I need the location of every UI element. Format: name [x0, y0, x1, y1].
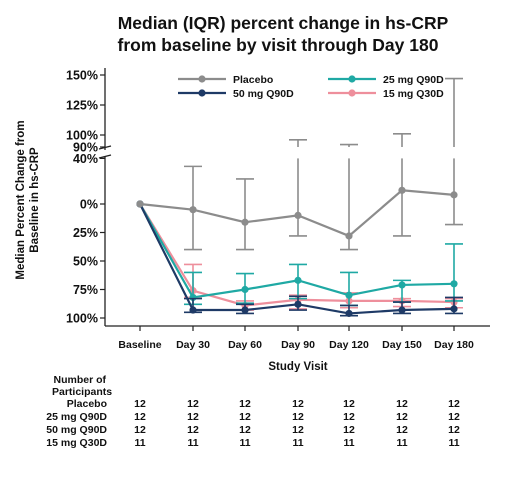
participants-cell: 12	[343, 411, 355, 423]
participants-cell: 12	[239, 398, 251, 410]
50-mg-q90d-point	[189, 306, 197, 314]
participants-cell: 11	[187, 437, 199, 449]
legend-25-mg-q90d-label: 25 mg Q90D	[383, 74, 444, 86]
legend-15-mg-q30d-marker	[348, 89, 356, 97]
legend-25-mg-q90d-marker	[348, 75, 356, 83]
x-axis-label: Study Visit	[268, 361, 327, 372]
y-tick-label: 150%	[66, 69, 98, 83]
chart-title: Median (IQR) percent change in hs-CRP fr…	[0, 12, 521, 56]
participants-cell: 12	[187, 411, 199, 423]
participants-cell: 12	[134, 411, 146, 423]
participants-cell: 12	[134, 424, 146, 436]
participants-cell: 12	[292, 398, 304, 410]
y-tick-label: 40%	[73, 152, 98, 166]
participants-cell: 12	[239, 411, 251, 423]
y-tick-label: 50%	[73, 255, 98, 269]
y-tick-label: 90%	[73, 141, 98, 155]
participants-cell: 12	[134, 398, 146, 410]
participants-cell: 12	[396, 398, 408, 410]
participants-cell: 11	[292, 437, 304, 449]
participants-cell: 12	[292, 411, 304, 423]
participants-cell: 12	[343, 424, 355, 436]
participants-cell: 12	[187, 424, 199, 436]
placebo-point	[450, 191, 458, 199]
placebo-point	[398, 186, 406, 194]
y-tick-label: 125%	[66, 99, 98, 113]
y-tick-label: 100%	[66, 129, 98, 143]
participants-cell: 11	[134, 437, 146, 449]
participants-cell: 11	[239, 437, 251, 449]
25-mg-q90d-point	[241, 285, 249, 294]
participants-header-line-1: Number of	[53, 374, 107, 386]
participants-cell: 11	[396, 437, 408, 449]
placebo-point	[294, 211, 302, 219]
50-mg-q90d-point	[294, 300, 302, 308]
y-tick-label: 100%	[66, 312, 98, 326]
participants-cell: 11	[448, 437, 460, 449]
placebo-point	[345, 232, 353, 240]
participants-cell: 12	[448, 398, 460, 410]
participants-row-label: 50 mg Q90D	[46, 424, 107, 436]
x-tick-label: Day 180	[434, 339, 474, 351]
25-mg-q90d-point	[345, 291, 353, 299]
x-tick-label: Baseline	[118, 339, 161, 351]
15-mg-q30d-median-line	[139, 203, 455, 307]
participants-row-label: 15 mg Q30D	[46, 437, 107, 449]
y-tick-label: 0%	[80, 198, 98, 212]
participants-cell: 12	[239, 424, 251, 436]
y-tick-label: 75%	[73, 283, 98, 297]
50-mg-q90d-point	[345, 309, 353, 318]
participants-cell: 11	[343, 437, 355, 449]
participants-cell: 12	[292, 424, 304, 436]
participants-cell: 12	[343, 398, 355, 410]
legend-placebo-marker	[198, 75, 206, 83]
x-tick-label: Day 150	[382, 339, 422, 351]
legend-15-mg-q30d-label: 15 mg Q30D	[383, 88, 444, 100]
y-tick-label: 25%	[73, 226, 98, 240]
25-mg-q90d-point	[294, 276, 302, 284]
chart-title-line-2: from baseline by visit through Day 180	[117, 35, 439, 55]
participants-header: Number of Participants	[52, 374, 113, 398]
legend-placebo-label: Placebo	[233, 74, 273, 86]
50-mg-q90d-point	[450, 305, 458, 313]
x-tick-label: Day 30	[176, 339, 210, 351]
y-axis-label-line-1: Median Percent Change from	[15, 120, 27, 279]
x-tick-label: Day 120	[329, 339, 369, 351]
x-tick-label: Day 60	[228, 339, 262, 351]
axis-break-mark-lower	[98, 154, 112, 159]
participants-row-label: 25 mg Q90D	[46, 411, 107, 423]
y-axis-label-line-2: Baseline in hs-CRP	[29, 147, 41, 253]
participants-cell: 12	[448, 411, 460, 423]
chart-title-line-1: Median (IQR) percent change in hs-CRP	[117, 13, 449, 33]
y-axis-label: Median Percent Change from Baseline in hs…	[15, 120, 41, 279]
participants-cell: 12	[396, 411, 408, 423]
legend-50-mg-q90d-marker	[198, 89, 206, 97]
participants-row-label: Placebo	[66, 398, 107, 410]
placebo-point	[136, 200, 144, 208]
participants-table: Number of Participants Placebo 12 12 12 12 12…	[0, 374, 521, 484]
participants-cell: 12	[448, 424, 460, 436]
25-mg-q90d-point	[450, 280, 458, 288]
legend-50-mg-q90d-label: 50 mg Q90D	[233, 88, 294, 100]
participants-cell: 12	[187, 398, 199, 410]
participants-cell: 12	[396, 424, 408, 436]
placebo-point	[241, 218, 249, 226]
hs-crp-line-chart: 150%125%100%90%40%0%25%50%75%100%Baselin…	[15, 68, 490, 372]
x-tick-label: Day 90	[281, 339, 315, 351]
placebo-point	[189, 206, 197, 214]
50-mg-q90d-point	[241, 306, 249, 314]
50-mg-q90d-point	[398, 306, 406, 314]
participants-header-line-2: Participants	[52, 386, 113, 398]
25-mg-q90d-point	[398, 281, 406, 289]
